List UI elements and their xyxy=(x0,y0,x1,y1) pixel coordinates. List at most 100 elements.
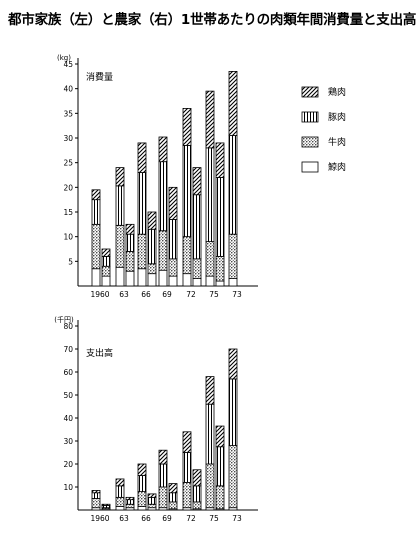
bar-segment xyxy=(205,275,215,287)
bar-segment xyxy=(125,223,135,235)
legend-swatch xyxy=(301,111,319,123)
bar-segment xyxy=(158,269,168,287)
bar-segment xyxy=(115,506,125,511)
legend-swatch xyxy=(301,136,319,148)
legend-label: 牛肉 xyxy=(328,136,346,148)
bar-segment xyxy=(147,228,157,265)
bar-segment xyxy=(125,251,135,272)
bar-segment xyxy=(158,463,168,488)
bar-segment xyxy=(192,258,202,280)
x-tick-label: 66 xyxy=(141,290,151,299)
bar-segment xyxy=(205,147,215,242)
bar-segment xyxy=(125,499,135,505)
y-tick-label: 25 xyxy=(63,159,73,168)
bar-segment xyxy=(137,491,147,507)
bar-segment xyxy=(91,268,101,287)
bar-segment xyxy=(91,199,101,225)
bar-segment xyxy=(192,278,202,287)
bar-segment xyxy=(182,273,192,287)
bar-segment xyxy=(228,445,238,509)
bar-segment xyxy=(158,230,168,271)
y-axis-unit-label: (kg) xyxy=(57,54,71,62)
bar-segment xyxy=(137,142,147,173)
legend-label: 鶏肉 xyxy=(328,86,346,98)
y-tick-label: 15 xyxy=(63,208,73,217)
y-tick-label: 10 xyxy=(63,483,73,492)
bar-segment xyxy=(205,241,215,277)
x-tick-label: 69 xyxy=(162,514,172,523)
bar-segment xyxy=(205,376,215,405)
bar-segment xyxy=(205,90,215,149)
x-tick-label: 63 xyxy=(119,514,129,523)
bar-segment xyxy=(115,496,125,507)
bar-segment xyxy=(205,463,215,509)
x-tick-label: 1960 xyxy=(90,514,109,523)
bar-segment xyxy=(205,403,215,465)
bar-segment xyxy=(101,255,111,267)
bar-segment xyxy=(115,167,125,187)
bar-segment xyxy=(158,449,168,465)
x-tick-label: 69 xyxy=(162,290,172,299)
x-tick-label: 72 xyxy=(186,290,196,299)
bar-segment xyxy=(215,485,225,510)
y-tick-label: 20 xyxy=(63,460,73,469)
bar-segment xyxy=(137,463,147,476)
bar-segment xyxy=(168,501,178,510)
y-tick-label: 40 xyxy=(63,414,73,423)
bar-segment xyxy=(168,483,178,494)
x-tick-label: 63 xyxy=(119,290,129,299)
y-tick-label: 50 xyxy=(63,391,73,400)
bar-segment xyxy=(192,469,202,487)
bar-segment xyxy=(115,485,125,498)
bar-segment xyxy=(228,135,238,235)
bar-segment xyxy=(91,189,101,201)
bar-segment xyxy=(228,71,238,136)
legend-swatch xyxy=(301,161,319,173)
x-tick-label: 1960 xyxy=(90,290,109,299)
bar-segment xyxy=(168,275,178,287)
bar-segment xyxy=(125,503,135,509)
bar-segment xyxy=(101,503,111,506)
bar-segment xyxy=(158,136,168,163)
y-tick-label: 10 xyxy=(63,233,73,242)
bar-segment xyxy=(101,248,111,257)
bar-segment xyxy=(115,478,125,487)
x-tick-label: 66 xyxy=(141,514,151,523)
legend-swatch xyxy=(301,86,319,98)
bar-segment xyxy=(228,278,238,287)
bar-segment xyxy=(158,161,168,232)
y-tick-label: 60 xyxy=(63,368,73,377)
bar-segment xyxy=(182,108,192,146)
bar-segment xyxy=(182,481,192,509)
x-tick-label: 75 xyxy=(209,514,219,523)
y-tick-label: 40 xyxy=(63,85,73,94)
bar-segment xyxy=(101,265,111,277)
bar-segment xyxy=(215,446,225,487)
bar-segment xyxy=(215,142,225,178)
bar-segment xyxy=(147,503,157,509)
bar-segment xyxy=(168,258,178,277)
chart-title: 支出高 xyxy=(86,347,113,359)
y-tick-label: 30 xyxy=(63,134,73,143)
bar-segment xyxy=(215,255,225,282)
bar-segment xyxy=(147,496,157,505)
bar-segment xyxy=(91,498,101,509)
bar-segment xyxy=(147,493,157,498)
bar-segment xyxy=(228,348,238,380)
x-tick-label: 75 xyxy=(209,290,219,299)
bar-segment xyxy=(137,475,147,493)
bar-segment xyxy=(192,194,202,260)
bar-segment xyxy=(91,223,101,270)
y-axis-unit-label: (千円) xyxy=(54,315,74,324)
bar-segment xyxy=(137,268,147,287)
page-title: 都市家族（左）と農家（右）1世帯あたりの肉類年間消費量と支出高 xyxy=(8,12,417,28)
bar-segment xyxy=(192,501,202,510)
bar-segment xyxy=(168,492,178,503)
x-tick-label: 73 xyxy=(232,290,242,299)
bar-segment xyxy=(137,506,147,511)
bar-segment xyxy=(215,177,225,257)
legend-label: 鯨肉 xyxy=(328,161,346,173)
bar-segment xyxy=(125,233,135,252)
